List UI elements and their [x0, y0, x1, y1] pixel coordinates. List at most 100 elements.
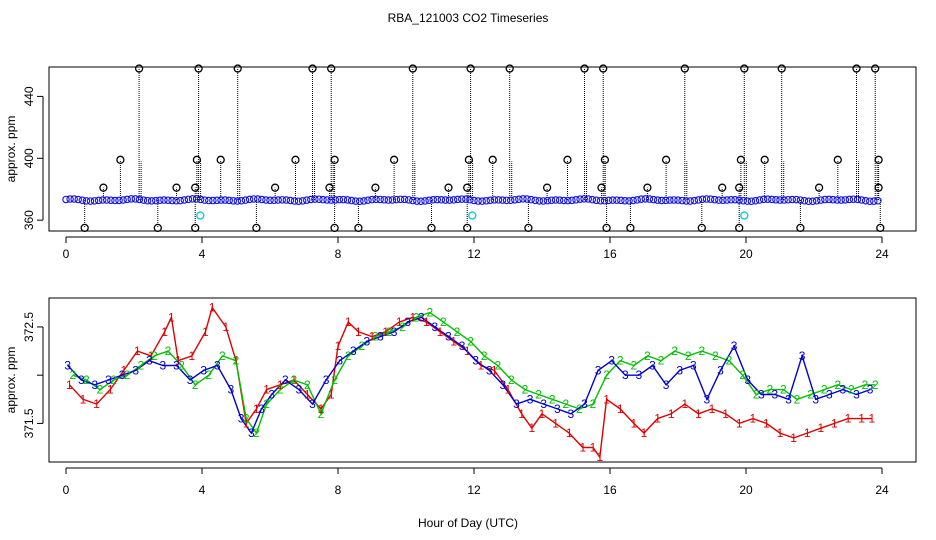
baseline-point — [74, 195, 82, 204]
baseline-point — [270, 196, 278, 204]
baseline-point — [776, 196, 784, 204]
series-marker-1: 1 — [654, 412, 661, 426]
series-marker-3: 3 — [799, 349, 806, 363]
baseline-point — [229, 197, 238, 205]
series-line-3 — [67, 316, 871, 435]
baseline-point — [649, 195, 658, 204]
series-marker-2: 2 — [834, 378, 841, 392]
series-marker-1: 1 — [749, 412, 756, 426]
bottom-panel-frame — [48, 297, 917, 463]
bottom-x-tick-label: 20 — [739, 483, 753, 497]
baseline-point — [841, 196, 850, 204]
baseline-point — [262, 196, 270, 204]
baseline-point — [600, 196, 609, 205]
series-marker-3: 3 — [445, 330, 452, 344]
baseline-point — [519, 195, 527, 203]
series-marker-2: 2 — [658, 354, 665, 368]
outlier-point — [330, 155, 339, 164]
baseline-point — [568, 196, 576, 205]
baseline-point — [368, 195, 376, 204]
baseline-point — [539, 197, 548, 205]
series-marker-2: 2 — [165, 344, 172, 358]
series-marker-1: 1 — [263, 383, 270, 397]
series-marker-1: 1 — [464, 344, 471, 358]
outlier-point — [463, 223, 472, 233]
series-marker-2: 2 — [97, 383, 104, 397]
baseline-point — [617, 196, 625, 205]
series-marker-2: 2 — [848, 383, 855, 397]
baseline-point — [168, 196, 176, 205]
baseline-point — [127, 195, 136, 203]
baseline-point — [241, 196, 250, 204]
baseline-point — [347, 196, 356, 205]
outlier-point — [852, 64, 861, 73]
baseline-point — [796, 196, 805, 204]
series-marker-1: 1 — [335, 339, 342, 353]
baseline-point — [172, 197, 180, 205]
series-marker-1: 1 — [603, 392, 610, 406]
series-marker-1: 1 — [790, 431, 797, 445]
baseline-point — [160, 196, 168, 204]
outlier-point — [735, 223, 744, 233]
series-marker-1: 1 — [777, 426, 784, 440]
series-marker-3: 3 — [826, 387, 833, 401]
series-marker-3: 3 — [486, 363, 493, 377]
outlier-point — [597, 183, 606, 192]
baseline-point — [82, 197, 91, 205]
outlier-point — [796, 223, 805, 233]
series-marker-3: 3 — [336, 354, 343, 368]
baseline-point — [547, 196, 556, 204]
baseline-point — [694, 196, 703, 204]
series-marker-2: 2 — [413, 310, 420, 324]
top-panel: 0 4 8 12 16 20 24 360 400 440 approx. ppm — [4, 64, 917, 261]
baseline-point — [486, 196, 495, 205]
baseline-point — [225, 196, 233, 205]
baseline-point — [351, 197, 360, 205]
baseline-point — [86, 197, 95, 205]
series-marker-1: 1 — [491, 363, 498, 377]
baseline-point — [441, 196, 450, 204]
top-x-tick-label: 24 — [875, 247, 889, 261]
series-marker-2: 2 — [671, 344, 678, 358]
series-marker-1: 1 — [148, 349, 155, 363]
outlier-point — [777, 64, 786, 73]
series-marker-3: 3 — [200, 363, 207, 377]
series-marker-1: 1 — [736, 416, 743, 430]
baseline-point — [184, 195, 193, 204]
outlier-point — [602, 223, 611, 233]
baseline-point — [633, 196, 641, 204]
baseline-point — [384, 196, 393, 204]
series-marker-2: 2 — [137, 359, 144, 373]
series-marker-3: 3 — [812, 392, 819, 406]
outlier-point — [191, 183, 200, 192]
baseline-point — [115, 196, 123, 205]
baseline-point — [404, 196, 413, 204]
outlier-point — [661, 155, 671, 164]
baseline-point — [596, 196, 605, 205]
baseline-point — [702, 195, 711, 203]
baseline-point — [323, 196, 331, 204]
series-marker-3: 3 — [187, 373, 194, 387]
series-marker-3: 3 — [377, 330, 384, 344]
baseline-point — [445, 196, 454, 204]
baseline-point — [94, 196, 103, 205]
series-marker-3: 3 — [568, 407, 575, 421]
baseline-point — [343, 196, 352, 204]
baseline-point — [812, 197, 821, 205]
series-marker-3: 3 — [248, 426, 255, 440]
baseline-point — [588, 195, 597, 204]
series-marker-1: 1 — [345, 315, 352, 329]
baseline-point — [360, 197, 368, 205]
outlier-point — [444, 183, 453, 192]
baseline-point — [396, 195, 405, 204]
outlier-point — [524, 223, 533, 233]
series-marker-1: 1 — [328, 387, 335, 401]
baseline-point — [543, 196, 552, 205]
baseline-point — [670, 196, 678, 204]
series-marker-3: 3 — [309, 397, 316, 411]
baseline-point — [637, 195, 646, 203]
baseline-point — [849, 195, 858, 203]
top-x-tick-label: 20 — [739, 247, 753, 261]
baseline-point — [861, 196, 870, 205]
